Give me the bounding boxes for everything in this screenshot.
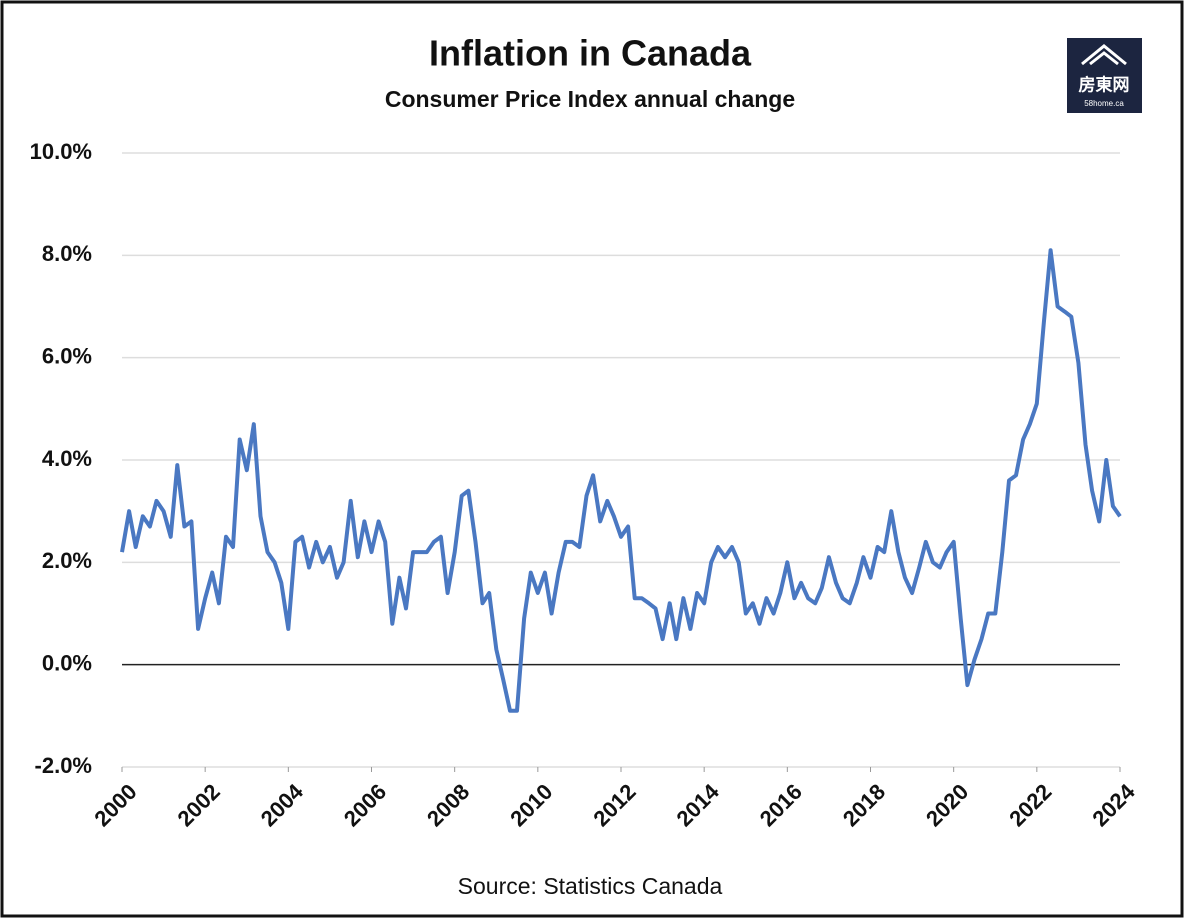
logo: 房東网 58home.ca	[1067, 38, 1142, 113]
y-tick-label: 0.0%	[42, 650, 92, 675]
logo-text: 房東网	[1079, 74, 1130, 94]
logo-subtext: 58home.ca	[1084, 99, 1124, 108]
y-tick-label: 2.0%	[42, 548, 92, 573]
logo-box	[1067, 38, 1142, 113]
y-tick-label: 6.0%	[42, 343, 92, 368]
y-tick-label: 8.0%	[42, 241, 92, 266]
caption: Source: Statistics Canada	[458, 873, 723, 899]
cpi-line	[120, 248, 1122, 713]
y-tick-label: -2.0%	[35, 753, 92, 778]
y-tick-label: 10.0%	[30, 139, 92, 164]
logo-roof	[1081, 44, 1127, 66]
y-tick-label: 4.0%	[42, 446, 92, 471]
chart-subtitle: Consumer Price Index annual change	[385, 86, 795, 112]
chart-title: Inflation in Canada	[429, 33, 752, 74]
